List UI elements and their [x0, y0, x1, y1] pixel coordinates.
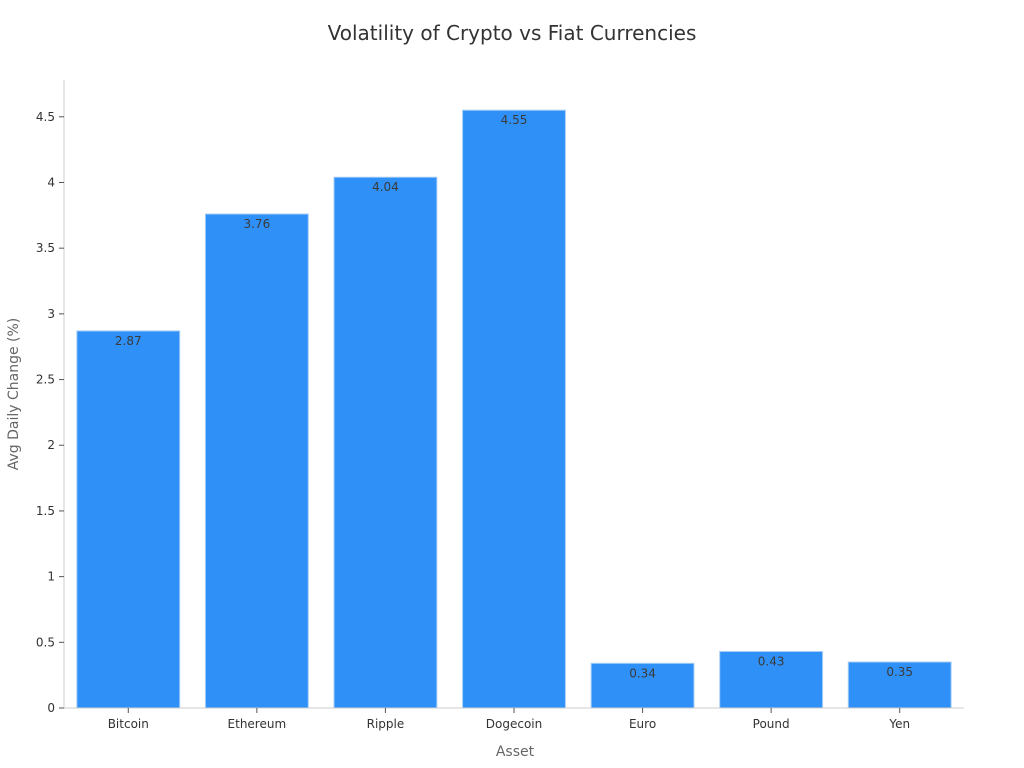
bar-yen	[847, 661, 952, 709]
y-tick-label: 4.5	[36, 110, 55, 124]
x-tick-label-euro: Euro	[629, 717, 656, 731]
bars-group: 2.87 3.76 4.04 4.55 0.34 0.43 0.35	[76, 109, 952, 709]
x-tick-label-ethereum: Ethereum	[228, 717, 287, 731]
data-label-ripple: 4.04	[372, 180, 399, 194]
y-tick-label: 3.5	[36, 241, 55, 255]
data-label-pound: 0.43	[758, 655, 785, 669]
x-tick-label-yen: Yen	[888, 717, 910, 731]
chart-title: Volatility of Crypto vs Fiat Currencies	[328, 21, 697, 45]
x-tick-label-ripple: Ripple	[367, 717, 405, 731]
y-tick-label: 1.5	[36, 504, 55, 518]
y-tick-label: 1	[47, 570, 55, 584]
x-axis: Bitcoin Ethereum Ripple Dogecoin Euro Pound Ye…	[64, 707, 964, 731]
data-label-yen: 0.35	[886, 665, 913, 679]
y-tick-label: 0.5	[36, 635, 55, 649]
bar-pound	[719, 651, 824, 709]
y-tick-label: 0	[47, 701, 55, 715]
bar-dogecoin	[462, 109, 566, 709]
y-tick-label: 3	[47, 307, 55, 321]
x-tick-label-bitcoin: Bitcoin	[108, 717, 149, 731]
x-axis-label: Asset	[496, 744, 535, 760]
y-tick-label: 2.5	[36, 373, 55, 387]
x-tick-label-pound: Pound	[753, 717, 790, 731]
bar-euro	[590, 662, 695, 709]
y-axis: 0 0.5 1 1.5 2 2.5 3 3.5 4 4.5	[36, 80, 65, 715]
x-tick-label-dogecoin: Dogecoin	[486, 717, 542, 731]
y-tick-label: 4	[47, 175, 55, 189]
data-label-ethereum: 3.76	[243, 217, 270, 231]
data-label-dogecoin: 4.55	[501, 113, 528, 127]
bar-bitcoin	[76, 330, 181, 709]
y-axis-label: Avg Daily Change (%)	[6, 318, 22, 471]
data-label-euro: 0.34	[629, 666, 656, 680]
bar-ethereum	[204, 213, 309, 709]
y-tick-label: 2	[47, 438, 55, 452]
bar-ripple	[333, 176, 438, 709]
data-label-bitcoin: 2.87	[115, 334, 142, 348]
